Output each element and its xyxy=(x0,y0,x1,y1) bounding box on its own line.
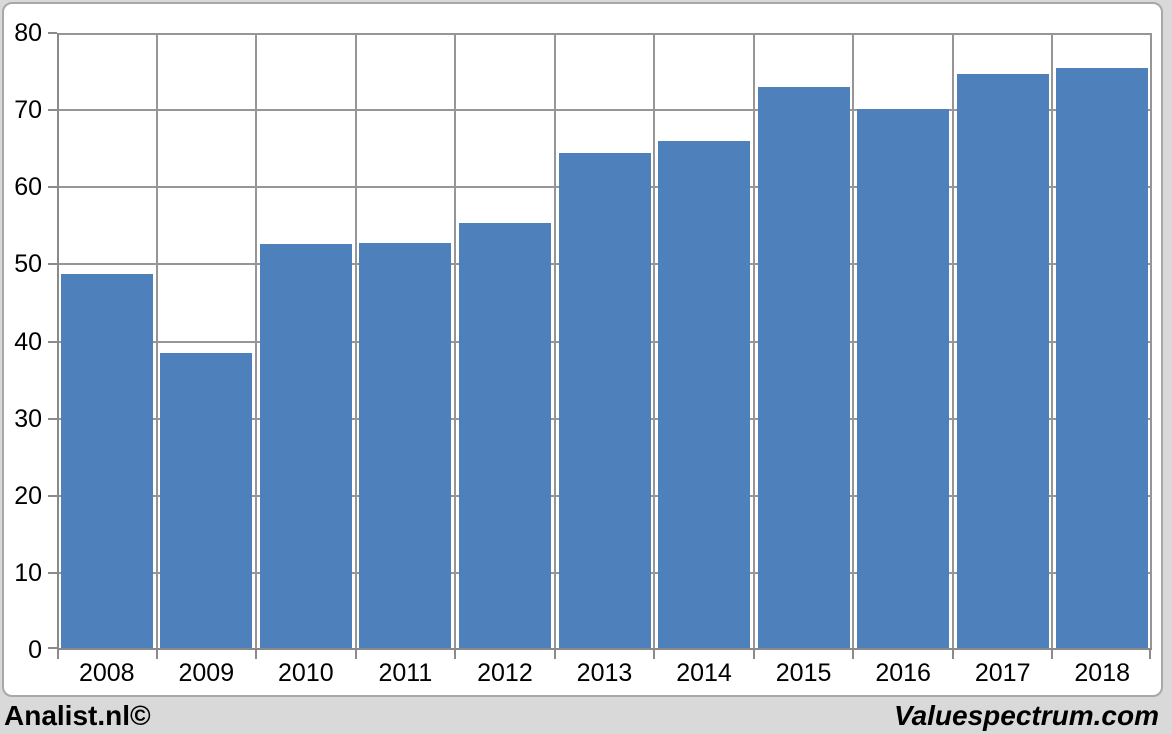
x-axis-tick xyxy=(1149,650,1151,659)
bar-2015 xyxy=(757,87,850,648)
y-axis-label-0: 0 xyxy=(28,636,42,664)
x-axis: 2008 2009 2010 2011 2012 2013 2014 2015 2016 2017… xyxy=(57,656,1152,692)
y-axis-tick xyxy=(48,263,57,266)
plot-border-right xyxy=(1150,33,1152,650)
y-axis-tick xyxy=(48,417,57,420)
gridline-vertical xyxy=(653,33,656,650)
bar-2013 xyxy=(558,153,651,648)
y-axis-tick xyxy=(48,186,57,189)
y-axis-label-70: 70 xyxy=(14,96,42,125)
x-axis-tick xyxy=(951,650,954,659)
x-axis-label-2010: 2010 xyxy=(278,659,334,687)
y-axis-label-60: 60 xyxy=(14,173,42,202)
y-axis-tick xyxy=(48,571,57,574)
y-axis-line xyxy=(57,33,59,650)
x-axis-tick xyxy=(553,650,556,659)
bar-2012 xyxy=(458,222,551,648)
x-axis-tick xyxy=(653,650,656,659)
y-axis-tick xyxy=(48,494,57,497)
x-axis-tick xyxy=(852,650,855,659)
valuespectrum-credit: Valuespectrum.com xyxy=(893,700,1159,731)
plot-area xyxy=(48,32,1152,659)
bar-2010 xyxy=(259,243,352,648)
gridline-vertical xyxy=(454,33,457,650)
x-axis-tick xyxy=(752,650,755,659)
bar-2009 xyxy=(160,353,253,648)
y-axis-label-40: 40 xyxy=(14,327,42,356)
x-axis-label-2008: 2008 xyxy=(78,659,135,687)
x-axis-label-2013: 2013 xyxy=(576,659,633,687)
bar-2014 xyxy=(658,140,751,648)
y-axis-label-50: 50 xyxy=(14,250,42,279)
gridline-horizontal-70 xyxy=(57,109,1152,112)
y-axis-tick xyxy=(48,109,57,112)
x-axis-tick xyxy=(1051,650,1054,659)
bar-2016 xyxy=(857,108,950,648)
plot-border-top xyxy=(57,33,1152,35)
gridline-vertical xyxy=(255,33,258,650)
x-axis-tick xyxy=(354,650,357,659)
x-axis-label-2014: 2014 xyxy=(676,659,732,687)
y-axis-tick xyxy=(48,340,57,343)
x-axis-tick xyxy=(454,650,457,659)
x-axis-label-2012: 2012 xyxy=(477,659,533,687)
gridline-vertical xyxy=(951,33,954,650)
y-axis-label-20: 20 xyxy=(14,481,42,510)
gridline-vertical xyxy=(1051,33,1054,650)
x-axis-label-2011: 2011 xyxy=(378,659,433,687)
bar-2018 xyxy=(1056,67,1149,648)
y-axis-tick xyxy=(48,32,57,34)
y-axis-label-80: 80 xyxy=(14,19,42,47)
gridline-vertical xyxy=(155,33,158,650)
gridline-vertical xyxy=(752,33,755,650)
x-axis-label-2017: 2017 xyxy=(974,659,1031,687)
x-axis-tick xyxy=(255,650,258,659)
y-axis-label-30: 30 xyxy=(14,404,42,433)
x-axis-tick xyxy=(155,650,158,659)
gridline-vertical xyxy=(354,33,357,650)
y-axis-tick xyxy=(48,647,57,649)
gridline-vertical xyxy=(553,33,556,650)
analist-credit: Analist.nl© xyxy=(4,700,151,731)
y-axis-label-10: 10 xyxy=(14,558,42,587)
x-axis-tick xyxy=(57,650,59,659)
bar-2008 xyxy=(60,273,153,648)
x-axis-label-2018: 2018 xyxy=(1074,659,1131,687)
x-axis-line xyxy=(57,648,1152,650)
x-axis-label-2016: 2016 xyxy=(875,659,931,687)
gridline-vertical xyxy=(852,33,855,650)
bar-2011 xyxy=(359,242,452,648)
x-axis-label-2015: 2015 xyxy=(775,659,832,687)
y-axis: 0 10 20 30 40 50 60 70 80 xyxy=(0,19,42,664)
attribution-bar: Analist.nl© Valuespectrum.com xyxy=(0,698,1172,734)
bar-2017 xyxy=(956,73,1049,648)
x-axis-label-2009: 2009 xyxy=(178,659,235,687)
